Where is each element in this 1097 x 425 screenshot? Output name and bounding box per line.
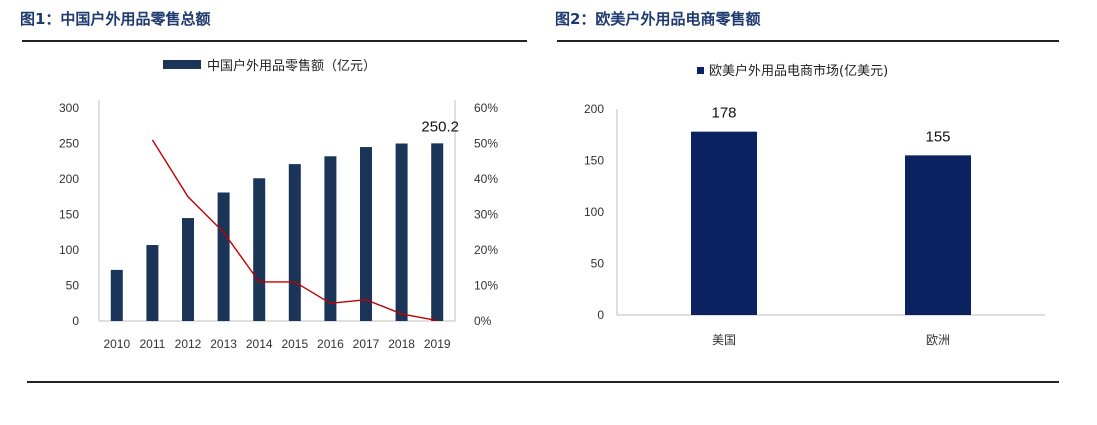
chart1-right-tick-label: 30% — [474, 208, 498, 222]
chart2-x-tick-label: 欧洲 — [926, 333, 950, 347]
chart1-left-tick-label: 50 — [66, 279, 80, 293]
chart2-y-tick-label: 50 — [591, 257, 605, 271]
chart1-legend-label: 中国户外用品零售额（亿元） — [207, 58, 376, 74]
figure1-title: 图1：中国户外用品零售总额 — [20, 10, 211, 28]
chart2-y-tick-label: 100 — [584, 205, 604, 219]
bottom-rule — [27, 381, 1059, 383]
chart1-left-tick-label: 250 — [59, 137, 79, 151]
chart1-bar — [182, 218, 194, 321]
chart1-bar — [324, 156, 337, 321]
chart1-left-tick-label: 0 — [72, 314, 79, 328]
chart2-legend-label: 欧美户外用品电商市场(亿美元) — [709, 63, 888, 79]
chart1-left-tick-label: 150 — [59, 208, 79, 222]
chart1-left-tick-label: 300 — [59, 101, 79, 115]
chart1-left-tick-label: 100 — [59, 243, 79, 257]
chart1-bar — [431, 143, 444, 321]
chart1-right-tick-label: 20% — [474, 243, 498, 257]
chart1-x-tick-label: 2016 — [317, 337, 344, 351]
chart2-x-tick-label: 美国 — [712, 333, 736, 347]
chart1-bar — [110, 269, 123, 321]
chart1-right-tick-label: 40% — [474, 172, 498, 186]
chart1-right-tick-label: 0% — [474, 314, 492, 328]
chart1-bar — [395, 143, 408, 321]
chart2-y-tick-label: 150 — [584, 154, 604, 168]
figure2-title: 图2：欧美户外用品电商零售额 — [555, 10, 761, 28]
chart1-bar — [217, 192, 230, 321]
chart2-y-tick-label: 0 — [597, 308, 604, 322]
chart2-legend-swatch — [697, 67, 704, 74]
chart1-bar — [253, 178, 266, 321]
chart1-x-tick-label: 2010 — [103, 337, 130, 351]
figure1-top-rule — [22, 40, 527, 42]
chart1-bar — [360, 147, 372, 321]
chart2-bar — [905, 155, 971, 315]
chart1-left-tick-label: 200 — [59, 172, 79, 186]
chart1-right-tick-label: 50% — [474, 137, 498, 151]
chart1-x-tick-label: 2019 — [424, 337, 451, 351]
chart1-x-tick-label: 2018 — [388, 337, 415, 351]
figure2-top-rule — [557, 40, 1059, 42]
chart2-data-label: 155 — [925, 128, 950, 145]
chart1-legend-swatch — [163, 60, 201, 69]
chart1-right-tick-label: 60% — [474, 101, 498, 115]
chart1-x-tick-label: 2015 — [281, 337, 308, 351]
chart2-y-tick-label: 200 — [584, 102, 604, 116]
chart1-growth-line — [151, 139, 438, 322]
chart1-right-tick-label: 10% — [474, 279, 498, 293]
chart2-bar — [691, 131, 757, 315]
chart1-x-tick-label: 2011 — [139, 337, 165, 351]
chart1-x-tick-label: 2012 — [175, 337, 202, 351]
chart1-x-tick-label: 2014 — [246, 337, 273, 351]
chart1-x-tick-label: 2017 — [353, 337, 380, 351]
chart1-bar — [146, 245, 159, 321]
chart1-data-label: 250.2 — [421, 118, 459, 135]
chart2-data-label: 178 — [711, 105, 736, 122]
chart1-x-tick-label: 2013 — [210, 337, 237, 351]
